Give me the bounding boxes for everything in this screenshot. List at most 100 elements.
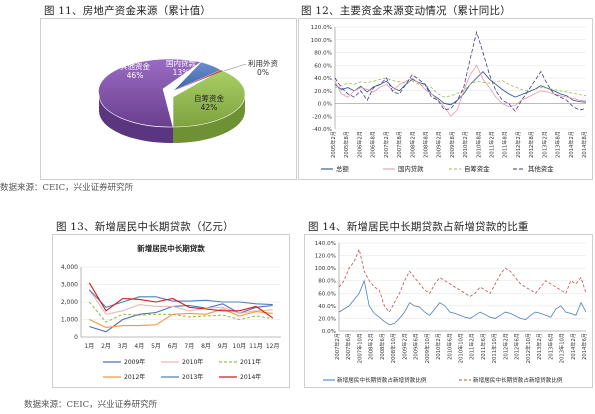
series-line	[334, 64, 587, 117]
x-tick-label: 2006年2月	[355, 131, 363, 158]
x-tick-label: 2007年2月	[382, 131, 390, 158]
y-tick-label: -20.0%	[312, 114, 332, 120]
series-line	[334, 30, 587, 112]
x-tick-label: 2009年2月	[435, 131, 443, 158]
y-tick-label: 100.0%	[315, 266, 336, 272]
x-tick-label: 2011年2月	[488, 131, 496, 158]
series-line	[88, 301, 273, 323]
x-tick-label: 2007年2月	[333, 333, 341, 360]
x-tick-label: 2013年2月	[535, 333, 543, 360]
x-tick-label: 2010年2月	[461, 131, 469, 158]
legend-label: 2012年	[124, 373, 145, 381]
x-tick-label: 2009年8月	[448, 131, 456, 158]
legend-label: 2009年	[124, 358, 145, 366]
legend-label: 2011年	[240, 358, 261, 366]
y-tick-label: 20.0%	[318, 316, 336, 322]
pie-slice-domestic	[172, 61, 222, 92]
x-tick-label: 2014年6月	[580, 333, 588, 360]
pie-leader-foreign	[223, 63, 247, 72]
x-tick-label: 2008年2月	[367, 333, 375, 360]
series-line	[89, 303, 273, 333]
pie-slice-other	[98, 58, 202, 128]
x-tick-label: 2011年2月	[468, 333, 476, 360]
y-tick-label: 2,000	[61, 299, 78, 306]
legend-label: 新增居民中长期贷款占新增贷款比例	[473, 376, 563, 384]
x-tick-label: 2013年2月	[540, 131, 548, 158]
pie-value-domestic: 13%	[173, 68, 190, 77]
x-tick-label: 2011年6月	[479, 333, 487, 360]
x-tick-label: 2012年2月	[514, 131, 522, 158]
fig11-pie-chart: 国内贷款 13% 利用外资 0% 自筹资金 42% 其他资金 46%	[98, 58, 278, 144]
pie-value-foreign: 0%	[257, 68, 269, 77]
legend-label: 其他资金	[528, 164, 554, 173]
x-tick-label: 8月	[201, 343, 211, 350]
y-tick-label: 100.0%	[311, 38, 332, 44]
series-line	[88, 289, 273, 308]
x-tick-label: 9月	[218, 343, 228, 350]
fig14-panel: 140.0% 120.0% 100.0% 80.0% 60.0% 40.0% 20.0% 0.…	[304, 234, 593, 388]
y-tick-label: 0	[74, 334, 78, 341]
pie-label-foreign: 利用外资	[248, 58, 278, 68]
series-line	[338, 247, 587, 313]
x-tick-label: 11月	[249, 343, 263, 350]
x-tick-label: 2014年2月	[567, 131, 575, 158]
legend-label: 新增居民中长期贷款占新增贷款比例	[337, 376, 427, 384]
y-tick-label: 80.0%	[318, 279, 336, 285]
x-tick-label: 2008年8月	[421, 131, 429, 158]
legend-label: 2014年	[240, 373, 261, 381]
y-tick-label: -40.0%	[312, 127, 332, 133]
pie-slice-self	[172, 69, 246, 128]
x-tick-label: 7月	[184, 343, 194, 350]
pie-side-purple	[98, 95, 173, 144]
x-tick-label: 4月	[134, 343, 144, 350]
x-tick-label: 2月	[101, 343, 111, 350]
x-tick-label: 2010年2月	[434, 333, 442, 360]
x-tick-label: 2011年8月	[501, 131, 509, 158]
x-tick-label: 2009年10月	[423, 333, 431, 363]
legend-label: 2013年	[182, 373, 203, 381]
x-tick-label: 10月	[233, 343, 247, 350]
y-tick-label: 1,000	[61, 317, 78, 324]
x-tick-label: 2014年8月	[580, 131, 588, 158]
x-tick-label: 2013年10月	[558, 333, 566, 363]
fig13-title: 图 13、新增居民中长期贷款（亿元）	[56, 221, 234, 233]
x-tick-label: 2007年6月	[344, 333, 352, 360]
x-tick-label: 2007年8月	[395, 131, 403, 158]
chart-title: 新增居民中长期贷款	[137, 243, 205, 253]
pie-label-self: 自筹资金	[194, 93, 224, 103]
pie-slice-foreign	[173, 70, 223, 91]
pie-label-other: 其他资金	[120, 61, 150, 71]
y-tick-label: 60.0%	[318, 291, 336, 297]
fig11-title: 图 11、房地产资金来源（累计值）	[44, 5, 212, 17]
x-tick-label: 2013年6月	[546, 333, 554, 360]
x-tick-label: 2005年8月	[342, 131, 350, 158]
series-line	[88, 289, 273, 315]
fig11-panel: 国内贷款 13% 利用外资 0% 自筹资金 42% 其他资金 46%	[40, 18, 297, 180]
fig14-title: 图 14、新增居民中长期贷款占新增贷款的比重	[308, 221, 529, 233]
fig14-line-chart: 140.0% 120.0% 100.0% 80.0% 60.0% 40.0% 20.0% 0.…	[315, 241, 588, 384]
x-tick-label: 2007年10月	[355, 333, 363, 363]
x-tick-label: 2008年10月	[389, 333, 397, 363]
source-top: 数据来源：CEIC，兴业证券研究所	[0, 183, 134, 193]
x-tick-label: 12月	[266, 343, 280, 350]
y-tick-label: 0.0%	[322, 329, 336, 335]
y-tick-label: 140.0%	[315, 241, 336, 247]
x-tick-label: 2009年6月	[412, 333, 420, 360]
x-tick-label: 2011年10月	[490, 333, 498, 363]
y-tick-label: 60.0%	[314, 63, 332, 69]
x-tick-label: 6月	[168, 343, 178, 350]
x-tick-label: 2008年6月	[378, 333, 386, 360]
y-tick-label: 120.0%	[315, 254, 336, 260]
x-tick-label: 2005年2月	[329, 131, 337, 158]
y-tick-label: 20.0%	[314, 89, 332, 95]
pie-side-green	[173, 95, 245, 143]
x-tick-label: 2012年8月	[527, 131, 535, 158]
x-tick-label: 2013年8月	[554, 131, 562, 158]
y-tick-label: 0.0%	[318, 102, 332, 108]
y-tick-label: 3,000	[61, 282, 78, 289]
x-tick-label: 2008年2月	[408, 131, 416, 158]
x-tick-label: 3月	[118, 343, 128, 350]
fig12-panel: 120.0% 100.0% 80.0% 60.0% 40.0% 20.0% 0.0% -20.…	[298, 18, 593, 180]
y-tick-label: 40.0%	[314, 76, 332, 82]
x-tick-label: 2006年8月	[369, 131, 377, 158]
